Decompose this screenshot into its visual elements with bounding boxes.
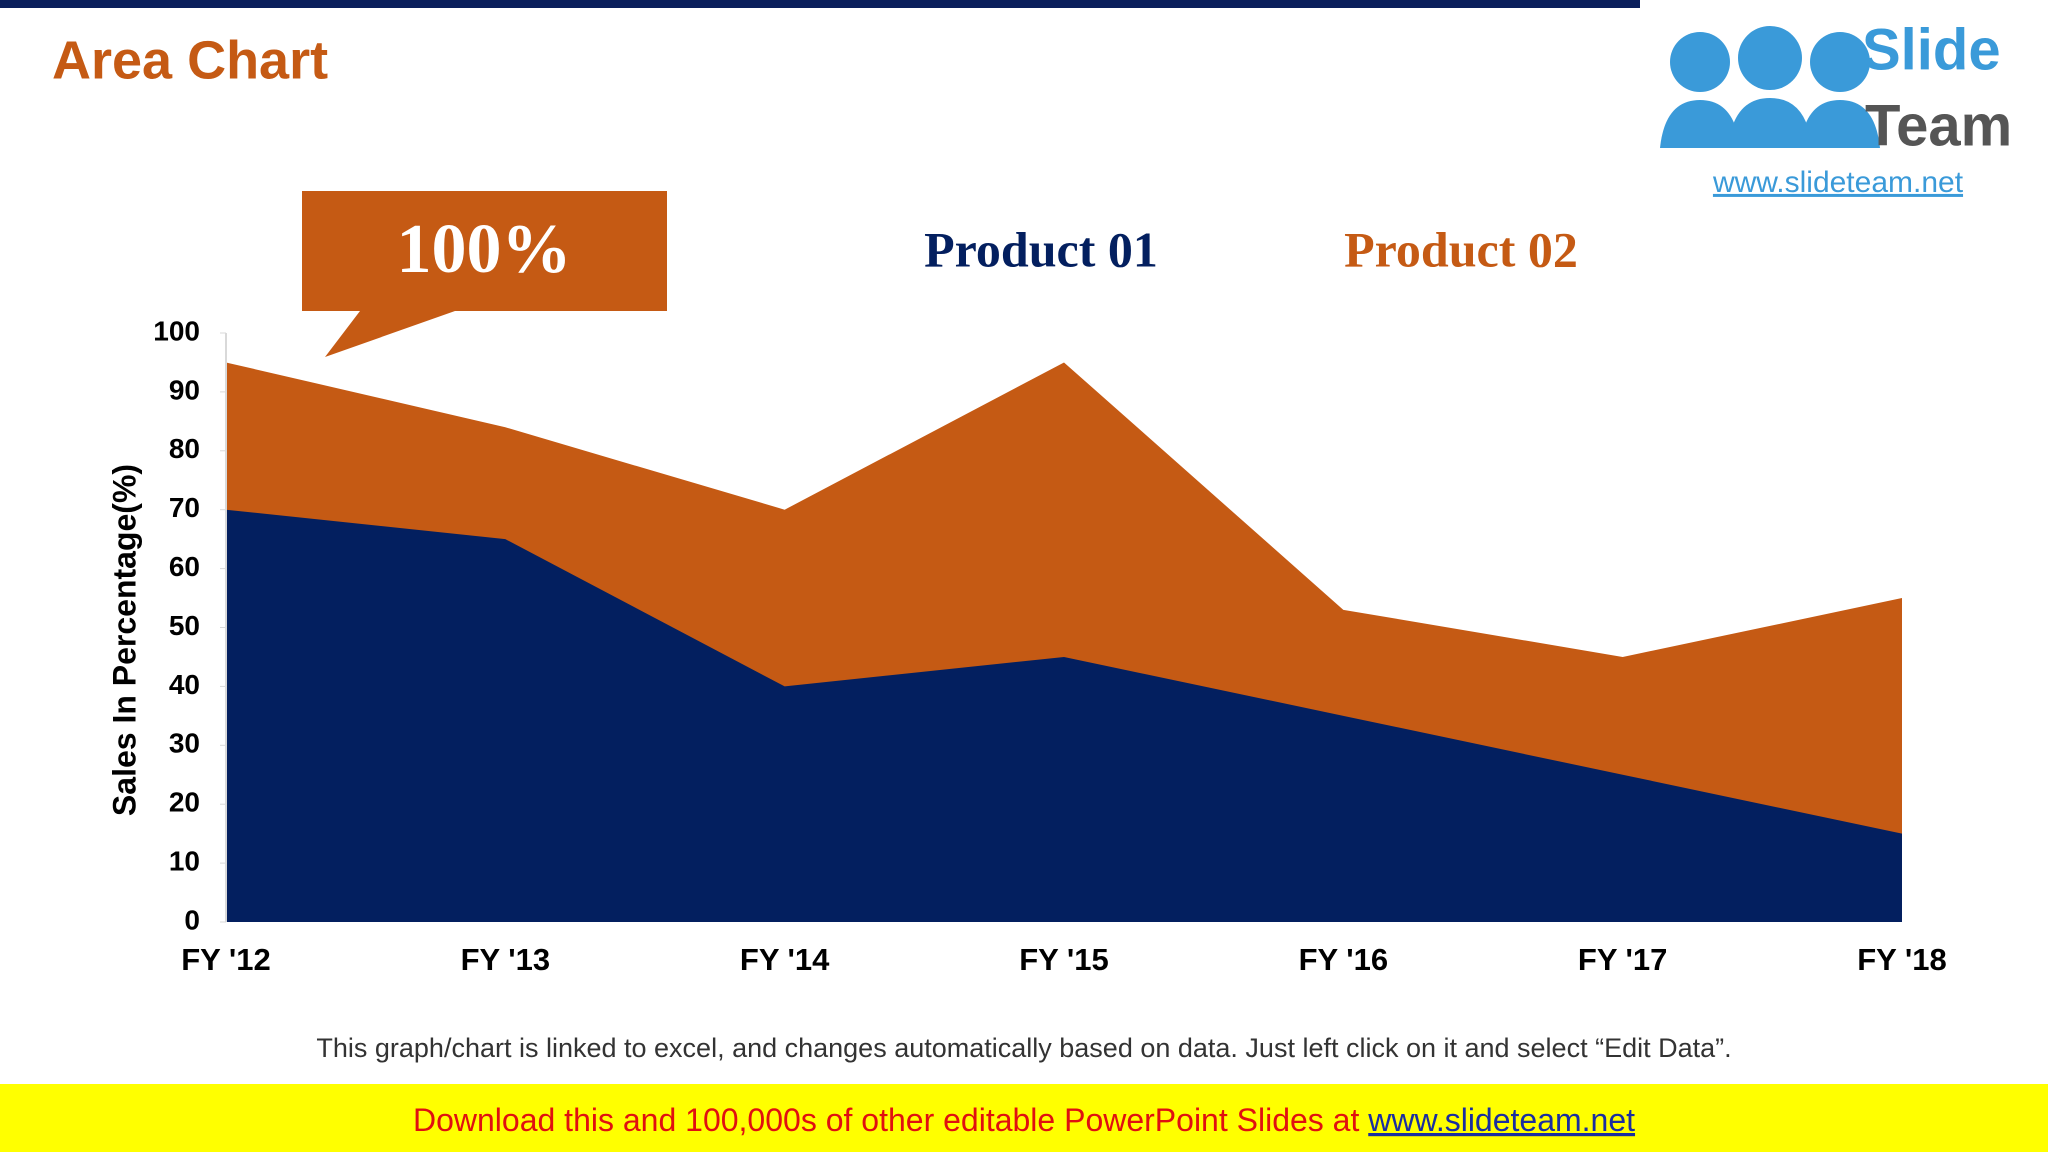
y-tick-label: 80 — [169, 433, 200, 464]
area — [226, 509, 1902, 922]
x-tick-label: FY '15 — [1019, 942, 1109, 977]
logo-text: Team — [1865, 93, 2012, 158]
y-tick-label: 60 — [169, 551, 200, 582]
logo-text: Slide — [1862, 17, 2001, 82]
logo-person — [1670, 32, 1730, 92]
banner-text: Download this and 100,000s of other edit… — [413, 1102, 1635, 1138]
y-tick-label: 100 — [153, 315, 200, 346]
y-tick-label: 30 — [169, 728, 200, 759]
logo-body — [1660, 100, 1740, 148]
banner-link[interactable]: www.slideteam.net — [1367, 1102, 1635, 1138]
callout — [302, 191, 667, 357]
chart-title: Area Chart — [52, 30, 328, 90]
legend-entry: Product 02 — [1344, 221, 1578, 277]
legend-entry: Product 01 — [924, 221, 1158, 277]
logo-body — [1728, 98, 1812, 148]
plot-area: 0 10 20 30 40 50 60 70 80 90 100 FY '12 FY '13 FY '14… — [153, 315, 1946, 977]
y-tick-label: 40 — [169, 669, 200, 700]
logo-url[interactable]: www.slideteam.net — [1712, 166, 1964, 199]
x-tick-label: FY '12 — [181, 942, 271, 977]
top-bar — [0, 0, 1640, 8]
banner-message: Download this and 100,000s of other edit… — [413, 1102, 1368, 1138]
y-tick-label: 50 — [169, 610, 200, 641]
y-tick-label: 10 — [169, 845, 200, 876]
logo-body — [1800, 100, 1880, 148]
footnote: This graph/chart is linked to excel, and… — [316, 1033, 1731, 1063]
x-tick-label: FY '17 — [1578, 942, 1668, 977]
logo-person — [1738, 26, 1802, 90]
y-tick-label: 90 — [169, 374, 200, 405]
x-tick-label: FY '16 — [1299, 942, 1389, 977]
logo-person — [1810, 32, 1870, 92]
y-axis-label: Sales In Percentage(%) — [106, 464, 142, 816]
y-tick-label: 0 — [184, 904, 200, 935]
x-tick-label: FY '14 — [740, 942, 830, 977]
banner — [0, 1084, 2048, 1152]
y-tick-label: 70 — [169, 492, 200, 523]
x-tick-label: FY '18 — [1857, 942, 1947, 977]
callout-text: 100% — [397, 211, 572, 288]
y-tick-label: 20 — [169, 787, 200, 818]
x-tick-label: FY '13 — [461, 942, 551, 977]
logo: Slide Team www.slideteam.net — [1640, 0, 2048, 199]
